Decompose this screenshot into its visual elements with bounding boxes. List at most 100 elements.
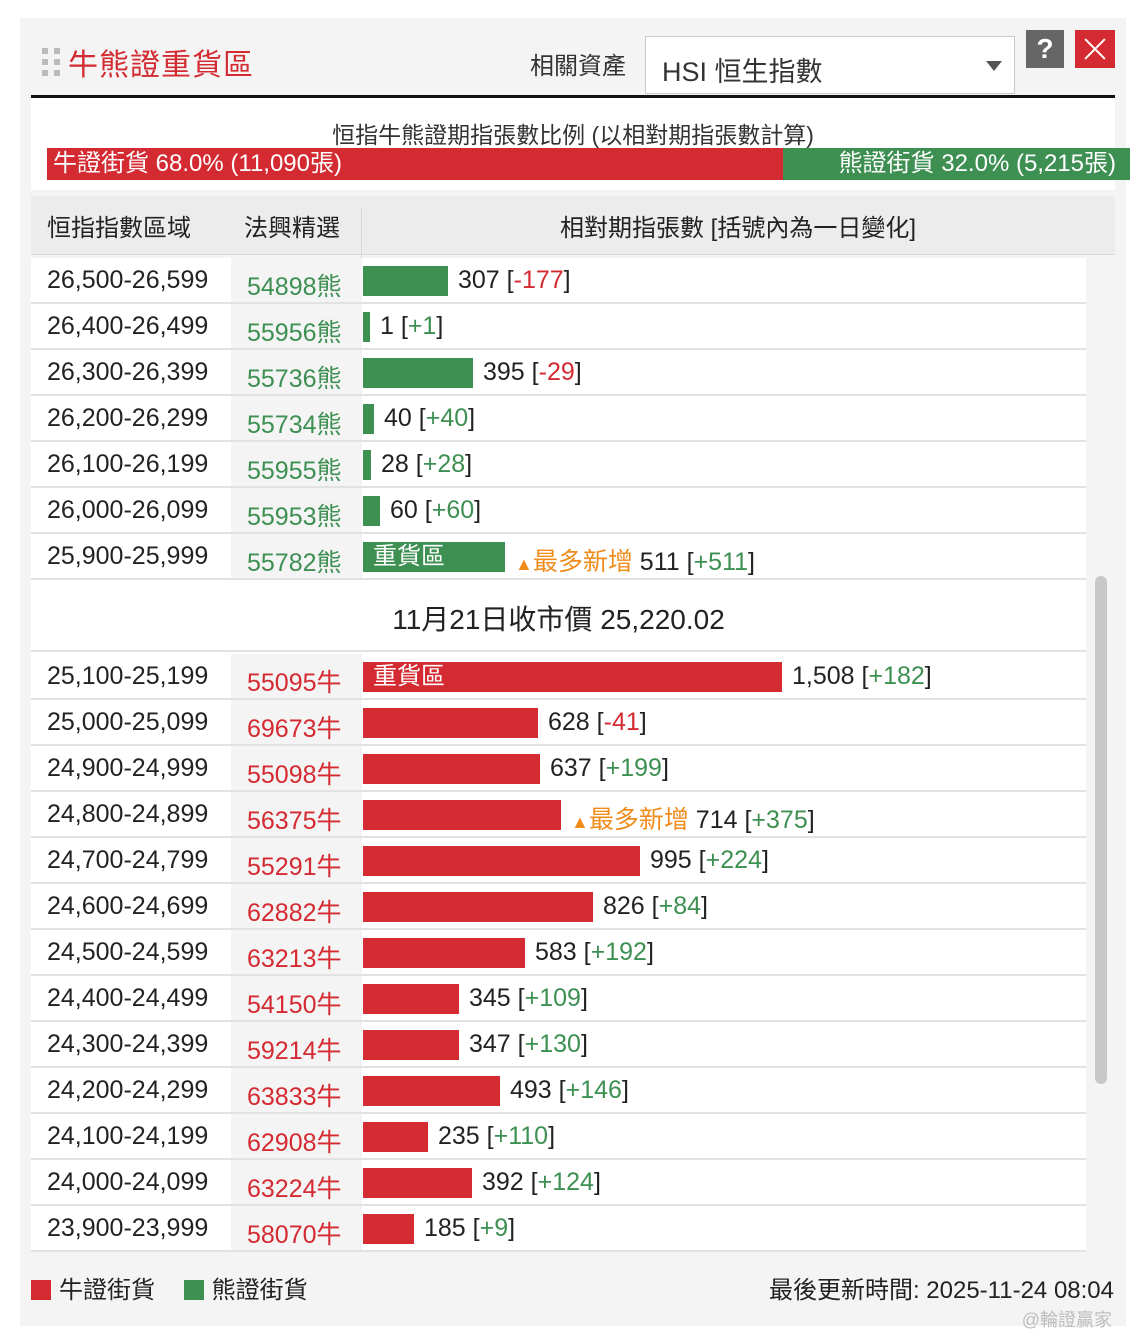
table-row[interactable]: 24,200-24,299 63833牛 493 [+146] xyxy=(31,1068,1086,1114)
table-row[interactable]: 24,000-24,099 63224牛 392 [+124] xyxy=(31,1160,1086,1206)
code-cell[interactable]: 55291牛 xyxy=(231,838,362,882)
code-cell[interactable]: 62882牛 xyxy=(231,884,362,928)
code-link[interactable]: 54898熊 xyxy=(247,273,342,301)
change-value: +109 xyxy=(524,984,581,1012)
scrollbar[interactable] xyxy=(1088,258,1114,1252)
help-button[interactable]: ? xyxy=(1026,30,1064,68)
table-row[interactable]: 25,900-25,999 55782熊 重貨區 ▲最多新增 511 [+511] xyxy=(31,534,1086,580)
code-cell[interactable]: 55734熊 xyxy=(231,396,362,440)
triangle-up-icon: ▲ xyxy=(571,812,589,832)
code-link[interactable]: 58070牛 xyxy=(247,1221,342,1249)
bull-bar xyxy=(363,800,561,830)
code-cell[interactable]: 54150牛 xyxy=(231,976,362,1020)
change-value: +9 xyxy=(479,1214,509,1242)
table-row[interactable]: 25,000-25,099 69673牛 628 [-41] xyxy=(31,700,1086,746)
table-row[interactable]: 24,500-24,599 63213牛 583 [+192] xyxy=(31,930,1086,976)
code-cell[interactable]: 55955熊 xyxy=(231,442,362,486)
contracts-info: 347 [+130] xyxy=(469,1030,588,1058)
bull-bar: 重貨區 xyxy=(363,662,782,692)
table-row[interactable]: 24,900-24,999 55098牛 637 [+199] xyxy=(31,746,1086,792)
table-row[interactable]: 25,100-25,199 55095牛 重貨區 1,508 [+182] xyxy=(31,654,1086,700)
code-cell[interactable]: 56375牛 xyxy=(231,792,362,836)
code-cell[interactable]: 55956熊 xyxy=(231,304,362,348)
code-cell[interactable]: 63213牛 xyxy=(231,930,362,974)
asset-select[interactable]: HSI 恒生指數 xyxy=(645,36,1015,94)
code-cell[interactable]: 63224牛 xyxy=(231,1160,362,1204)
code-link[interactable]: 55095牛 xyxy=(247,669,342,697)
code-cell[interactable]: 54898熊 xyxy=(231,258,362,302)
watermark: @輪證贏家 xyxy=(1021,1310,1112,1330)
code-link[interactable]: 69673牛 xyxy=(247,715,342,743)
table-row[interactable]: 24,600-24,699 62882牛 826 [+84] xyxy=(31,884,1086,930)
code-link[interactable]: 56375牛 xyxy=(247,807,342,835)
code-link[interactable]: 55736熊 xyxy=(247,365,342,393)
table-row[interactable]: 24,700-24,799 55291牛 995 [+224] xyxy=(31,838,1086,884)
contracts-value: 628 xyxy=(548,708,590,736)
code-link[interactable]: 55955熊 xyxy=(247,457,342,485)
bull-bar xyxy=(363,1214,414,1244)
code-link[interactable]: 63224牛 xyxy=(247,1175,342,1203)
contracts-info: ▲最多新增 511 [+511] xyxy=(515,548,755,576)
change-value: +60 xyxy=(431,496,475,524)
code-link[interactable]: 54150牛 xyxy=(247,991,342,1019)
contracts-info: 1,508 [+182] xyxy=(792,662,932,690)
table-row[interactable]: 24,100-24,199 62908牛 235 [+110] xyxy=(31,1114,1086,1160)
code-link[interactable]: 59214牛 xyxy=(247,1037,342,1065)
code-link[interactable]: 55734熊 xyxy=(247,411,342,439)
code-link[interactable]: 62882牛 xyxy=(247,899,342,927)
drag-handle-icon[interactable] xyxy=(40,46,64,78)
bull-bar xyxy=(363,708,538,738)
contracts-info: 40 [+40] xyxy=(384,404,476,432)
contracts-info: 307 [-177] xyxy=(458,266,571,294)
table-row[interactable]: 23,900-23,999 58070牛 185 [+9] xyxy=(31,1206,1086,1252)
table-body[interactable]: 11月21日收市價 25,220.02 26,500-26,599 54898熊 3… xyxy=(31,258,1086,1252)
range-cell: 24,500-24,599 xyxy=(47,938,209,966)
code-link[interactable]: 55098牛 xyxy=(247,761,342,789)
scrollbar-thumb[interactable] xyxy=(1095,576,1107,1084)
table-row[interactable]: 26,000-26,099 55953熊 60 [+60] xyxy=(31,488,1086,534)
table-row[interactable]: 26,200-26,299 55734熊 40 [+40] xyxy=(31,396,1086,442)
code-cell[interactable]: 55782熊 xyxy=(231,534,362,578)
code-cell[interactable]: 55098牛 xyxy=(231,746,362,790)
change-value: +375 xyxy=(751,806,808,834)
code-link[interactable]: 63213牛 xyxy=(247,945,342,973)
table-row[interactable]: 26,500-26,599 54898熊 307 [-177] xyxy=(31,258,1086,304)
code-link[interactable]: 55782熊 xyxy=(247,549,342,577)
code-link[interactable]: 55953熊 xyxy=(247,503,342,531)
code-link[interactable]: 55956熊 xyxy=(247,319,342,347)
range-cell: 25,100-25,199 xyxy=(47,662,209,690)
table-row[interactable]: 24,800-24,899 56375牛 ▲最多新增 714 [+375] xyxy=(31,792,1086,838)
table-row[interactable]: 24,400-24,499 54150牛 345 [+109] xyxy=(31,976,1086,1022)
code-link[interactable]: 63833牛 xyxy=(247,1083,342,1111)
range-cell: 24,000-24,099 xyxy=(47,1168,209,1196)
bull-bar xyxy=(363,1030,459,1060)
table-row[interactable]: 26,400-26,499 55956熊 1 [+1] xyxy=(31,304,1086,350)
header-code: 法興精選 xyxy=(244,215,340,242)
ratio-title: 恒指牛熊證期指張數比例 (以相對期指張數計算) xyxy=(332,122,814,148)
table-row[interactable]: 26,100-26,199 55955熊 28 [+28] xyxy=(31,442,1086,488)
code-cell[interactable]: 62908牛 xyxy=(231,1114,362,1158)
range-cell: 24,200-24,299 xyxy=(47,1076,209,1104)
code-cell[interactable]: 69673牛 xyxy=(231,700,362,744)
bull-bar xyxy=(363,938,525,968)
code-link[interactable]: 62908牛 xyxy=(247,1129,342,1157)
table-row[interactable]: 24,300-24,399 59214牛 347 [+130] xyxy=(31,1022,1086,1068)
code-cell[interactable]: 63833牛 xyxy=(231,1068,362,1112)
code-cell[interactable]: 59214牛 xyxy=(231,1022,362,1066)
bull-bar xyxy=(363,892,593,922)
bear-bar xyxy=(363,358,473,388)
bear-bar: 重貨區 xyxy=(363,542,505,572)
close-price-text: 11月21日收市價 25,220.02 xyxy=(392,604,725,635)
most-added-note: ▲最多新增 xyxy=(571,806,689,834)
range-cell: 24,400-24,499 xyxy=(47,984,209,1012)
table-row[interactable]: 26,300-26,399 55736熊 395 [-29] xyxy=(31,350,1086,396)
close-button[interactable] xyxy=(1075,30,1115,68)
code-link[interactable]: 55291牛 xyxy=(247,853,342,881)
code-cell[interactable]: 55736熊 xyxy=(231,350,362,394)
range-cell: 26,000-26,099 xyxy=(47,496,209,524)
contracts-info: 493 [+146] xyxy=(510,1076,629,1104)
last-updated: 最後更新時間: 2025-11-24 08:04 xyxy=(768,1277,1114,1304)
code-cell[interactable]: 55095牛 xyxy=(231,654,362,698)
code-cell[interactable]: 58070牛 xyxy=(231,1206,362,1250)
code-cell[interactable]: 55953熊 xyxy=(231,488,362,532)
